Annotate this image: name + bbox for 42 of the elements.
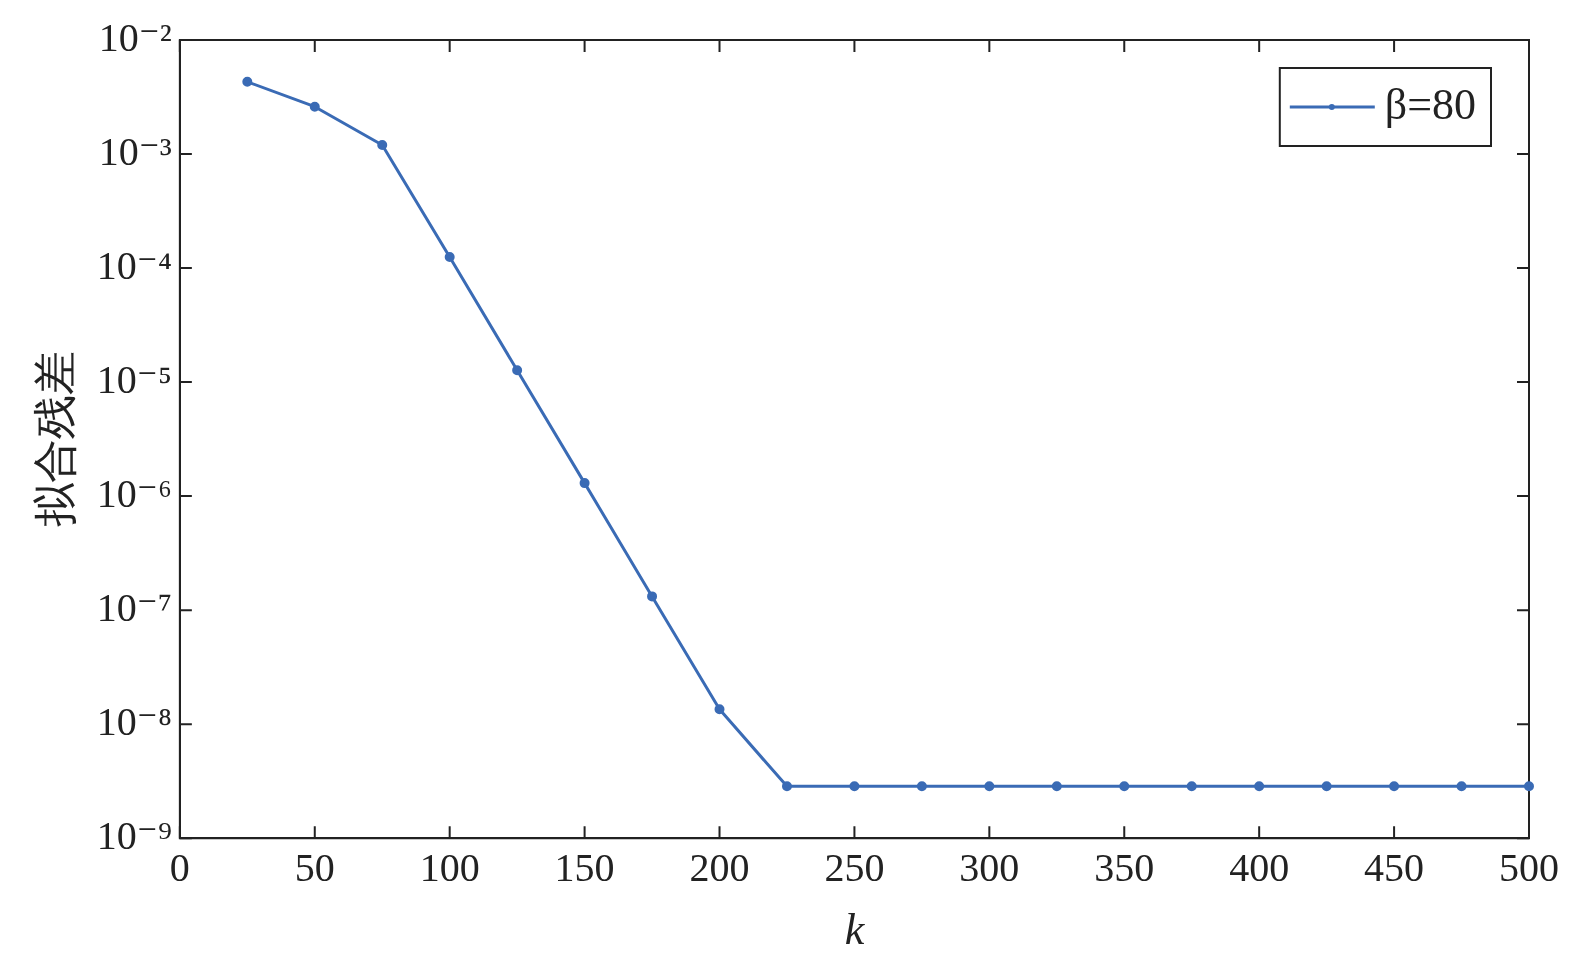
point — [1456, 781, 1467, 792]
x-tick-label: 50 — [294, 844, 335, 890]
x-tick-label: 350 — [1094, 844, 1155, 890]
x-tick-label: 300 — [959, 844, 1020, 890]
point — [714, 704, 725, 715]
y-tick-label: 10⁻⁸ — [96, 698, 172, 744]
x-tick-label: 100 — [419, 844, 480, 890]
y-tick-label: 10⁻⁴ — [96, 242, 172, 288]
y-tick-label: 10⁻⁵ — [96, 356, 172, 402]
point — [1186, 781, 1197, 792]
point — [1524, 781, 1534, 792]
y-tick-label: 10⁻⁶ — [96, 470, 172, 516]
x-tick-label: 0 — [169, 844, 190, 890]
point — [377, 140, 388, 150]
x-tick-label: 400 — [1229, 844, 1290, 890]
point — [242, 76, 253, 87]
y-tick-label: 10⁻³ — [98, 128, 172, 174]
point — [1321, 781, 1332, 792]
x-tick-label: 450 — [1364, 844, 1425, 890]
point — [1389, 781, 1400, 792]
y-tick-label: 10⁻² — [98, 14, 172, 60]
point — [647, 591, 658, 602]
point — [916, 781, 927, 792]
point — [984, 781, 995, 792]
point — [1254, 781, 1265, 792]
x-tick-label: 200 — [689, 844, 750, 890]
point — [781, 781, 792, 792]
y-axis-title: 拟合残差 — [30, 351, 80, 528]
x-tick-label: 500 — [1499, 844, 1559, 890]
point — [444, 252, 455, 263]
point — [309, 101, 320, 112]
x-tick-label: 250 — [824, 844, 885, 890]
point — [512, 365, 523, 376]
point — [579, 478, 590, 489]
y-tick-label: 10⁻⁹ — [96, 812, 172, 858]
point — [849, 781, 860, 792]
x-tick-label: 150 — [554, 844, 615, 890]
point — [1119, 781, 1130, 792]
point — [1051, 781, 1062, 792]
legend-label: β=80 — [1384, 79, 1476, 129]
x-axis-title: k — [844, 905, 866, 955]
y-tick-label: 10⁻⁷ — [96, 584, 172, 630]
